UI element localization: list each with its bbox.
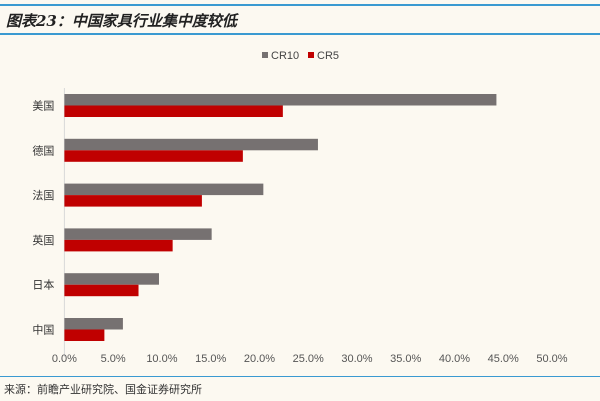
category-label: 法国 [32, 188, 54, 202]
bar-cr5-4 [64, 284, 139, 297]
x-tick-label: 45.0% [488, 353, 519, 365]
title-rule [0, 33, 600, 35]
bar-cr5-2 [64, 195, 202, 207]
x-tick-label: 30.0% [341, 353, 372, 365]
chart-title: 图表23：中国家具行业集中度较低 [6, 12, 237, 30]
category-label: 中国 [32, 324, 54, 337]
legend-swatch-cr5 [308, 52, 314, 58]
x-tick-label: 10.0% [146, 353, 177, 365]
x-tick-label: 40.0% [439, 353, 470, 365]
category-label: 美国 [32, 100, 54, 113]
legend-swatch-cr10 [262, 52, 268, 58]
category-label: 英国 [32, 233, 54, 247]
source-note: 来源：前瞻产业研究院、国金证券研究所 [4, 383, 202, 396]
bottom-rule [0, 376, 600, 377]
bar-cr10-1 [64, 138, 318, 151]
x-tick-label: 50.0% [536, 353, 567, 365]
bar-cr5-5 [64, 329, 105, 341]
category-label: 日本 [32, 278, 54, 292]
x-tick-label: 25.0% [293, 353, 324, 365]
legend-label: CR10 [271, 50, 299, 62]
legend-label: CR5 [317, 50, 339, 62]
x-tick-label: 5.0% [101, 353, 126, 365]
bar-cr10-2 [64, 183, 264, 196]
bar-cr5-0 [64, 105, 283, 117]
bar-cr10-3 [64, 228, 212, 240]
category-label: 德国 [32, 143, 54, 157]
bar-cr10-0 [64, 94, 497, 106]
bar-cr5-3 [64, 239, 173, 252]
bar-cr5-1 [64, 150, 243, 162]
top-rule [0, 4, 600, 6]
x-tick-label: 35.0% [390, 353, 421, 365]
x-tick-label: 15.0% [195, 353, 226, 365]
bar-cr10-4 [64, 273, 159, 285]
x-tick-label: 20.0% [244, 353, 275, 365]
bar-cr10-5 [64, 318, 123, 330]
x-tick-label: 0.0% [52, 353, 77, 365]
